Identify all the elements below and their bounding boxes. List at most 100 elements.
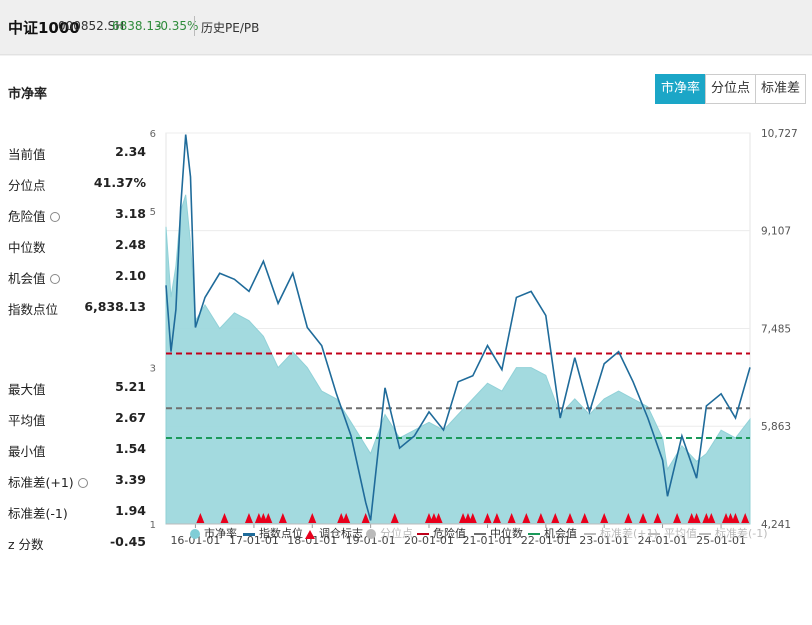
circle-icon (190, 529, 200, 539)
tab-stddev[interactable]: 标准差 (754, 74, 806, 104)
stat-value: -0.45 (109, 534, 146, 549)
stat-value: 5.21 (115, 379, 146, 394)
rebalance-marker (390, 513, 399, 523)
stat-value: 2.10 (115, 268, 146, 283)
header-bar: 中证1000 000852.SH 6838.13 -0.35% 历史PE/PB (0, 0, 812, 55)
legend-item[interactable]: 标准差(+1) (584, 525, 658, 543)
dashed-line-icon (584, 533, 596, 535)
rebalance-marker (468, 513, 477, 523)
legend-label: 危险值 (433, 527, 466, 540)
header-divider (194, 16, 195, 36)
gear-icon[interactable] (77, 477, 88, 488)
rebalance-marker (653, 513, 662, 523)
rebalance-marker (580, 513, 589, 523)
stat-label: 机会值 (8, 268, 60, 287)
legend-item[interactable]: 分位点 (366, 525, 413, 543)
rebalance-marker (220, 513, 229, 523)
x-tick-label: 25-01-01 (696, 534, 746, 547)
legend-item[interactable]: 平均值 (648, 525, 697, 543)
stat-bottom-row: 标准差(-1) 1.94 (8, 503, 146, 521)
rebalance-marker (639, 513, 648, 523)
legend-label: 调仓标志 (319, 527, 363, 540)
stat-bottom-row: 平均值 2.67 (8, 410, 146, 428)
pb-area-series (165, 194, 751, 525)
rebalance-marker (196, 513, 205, 523)
legend-label: 机会值 (544, 527, 577, 540)
y-right-tick-label: 9,107 (761, 226, 791, 238)
stat-label: 指数点位 (8, 302, 59, 317)
legend-item[interactable]: 危险值 (417, 525, 466, 543)
dashed-line-icon (648, 533, 660, 535)
rebalance-marker (264, 513, 273, 523)
history-pe-pb-link[interactable]: 历史PE/PB (201, 21, 260, 35)
legend-item[interactable]: 市净率 (190, 525, 237, 543)
legend-label: 指数点位 (259, 527, 303, 540)
y-left-tick-label: 1 (150, 520, 156, 531)
rebalance-marker (361, 513, 370, 523)
legend-item[interactable]: 中位数 (474, 525, 523, 543)
stat-top-row: 中位数 2.48 (8, 237, 146, 255)
stat-value: 3.39 (115, 472, 146, 487)
stat-label: 中位数 (8, 240, 46, 255)
y-right-tick-label: 7,485 (761, 323, 791, 335)
triangle-icon (305, 529, 315, 539)
legend-item[interactable]: 调仓标志 (305, 525, 363, 543)
rebalance-marker (278, 513, 287, 523)
gear-icon[interactable] (49, 273, 60, 284)
chart-legend: 市净率 指数点位 调仓标志 分位点 危险值 中位数 机会值 标准差(+1) 平均值 标准差(-1) (0, 525, 812, 545)
index-price: 6838.13 (112, 19, 162, 33)
dashed-line-icon (699, 533, 711, 535)
stat-value: 6,838.13 (84, 299, 146, 314)
legend-item[interactable]: 指数点位 (243, 525, 303, 543)
x-tick-label: 21-01-01 (463, 534, 513, 547)
stat-bottom-row: z 分数 -0.45 (8, 534, 146, 552)
x-tick-label: 24-01-01 (638, 534, 688, 547)
rebalance-marker (551, 513, 560, 523)
x-tick-label: 17-01-01 (229, 534, 279, 547)
rebalance-marker (536, 513, 545, 523)
index-code: 000852.SH (58, 19, 125, 33)
stat-label: 最小值 (8, 444, 46, 459)
x-tick-label: 23-01-01 (579, 534, 629, 547)
dashed-line-icon (417, 533, 429, 535)
rebalance-marker (741, 513, 750, 523)
stat-value: 41.37% (93, 175, 146, 190)
stat-label: 标准差(+1) (8, 472, 88, 491)
rebalance-marker (731, 513, 740, 523)
legend-label: 市净率 (204, 527, 237, 540)
index-name: 中证1000 (8, 19, 80, 37)
stat-label: 标准差(-1) (8, 506, 68, 521)
stat-label: 最大值 (8, 382, 46, 397)
stat-value: 3.18 (115, 206, 146, 221)
stat-label: z 分数 (8, 537, 44, 552)
stat-label: 当前值 (8, 147, 46, 162)
index-line-series (165, 134, 751, 521)
legend-item[interactable]: 机会值 (528, 525, 577, 543)
stat-value: 2.34 (115, 144, 146, 159)
rebalance-marker (342, 513, 351, 523)
stat-top-row: 危险值 3.18 (8, 206, 146, 224)
metric-tabs: 市净率 分位点 标准差 (654, 74, 806, 104)
stat-label: 分位点 (8, 178, 46, 193)
stat-value: 1.54 (115, 441, 146, 456)
stat-bottom-row: 标准差(+1) 3.39 (8, 472, 146, 490)
stat-top-row: 指数点位 6,838.13 (8, 299, 146, 317)
y-right-tick-label: 5,863 (761, 421, 791, 433)
rebalance-marker (673, 513, 682, 523)
x-tick-label: 20-01-01 (404, 534, 454, 547)
legend-item[interactable]: 标准差(-1) (699, 525, 768, 543)
y-right-tick-label: 10,727 (761, 128, 798, 140)
x-tick-label: 16-01-01 (170, 534, 220, 547)
rebalance-marker (492, 513, 501, 523)
stat-top-row: 当前值 2.34 (8, 144, 146, 162)
stat-top-row: 分位点 41.37% (8, 175, 146, 193)
circle-icon (366, 529, 376, 539)
y-right-tick-label: 4,241 (761, 519, 791, 531)
line-icon (243, 532, 255, 536)
legend-label: 标准差(+1) (600, 527, 658, 540)
x-tick-label: 19-01-01 (346, 534, 396, 547)
gear-icon[interactable] (49, 211, 60, 222)
stat-label: 平均值 (8, 413, 46, 428)
stat-top-row: 机会值 2.10 (8, 268, 146, 286)
